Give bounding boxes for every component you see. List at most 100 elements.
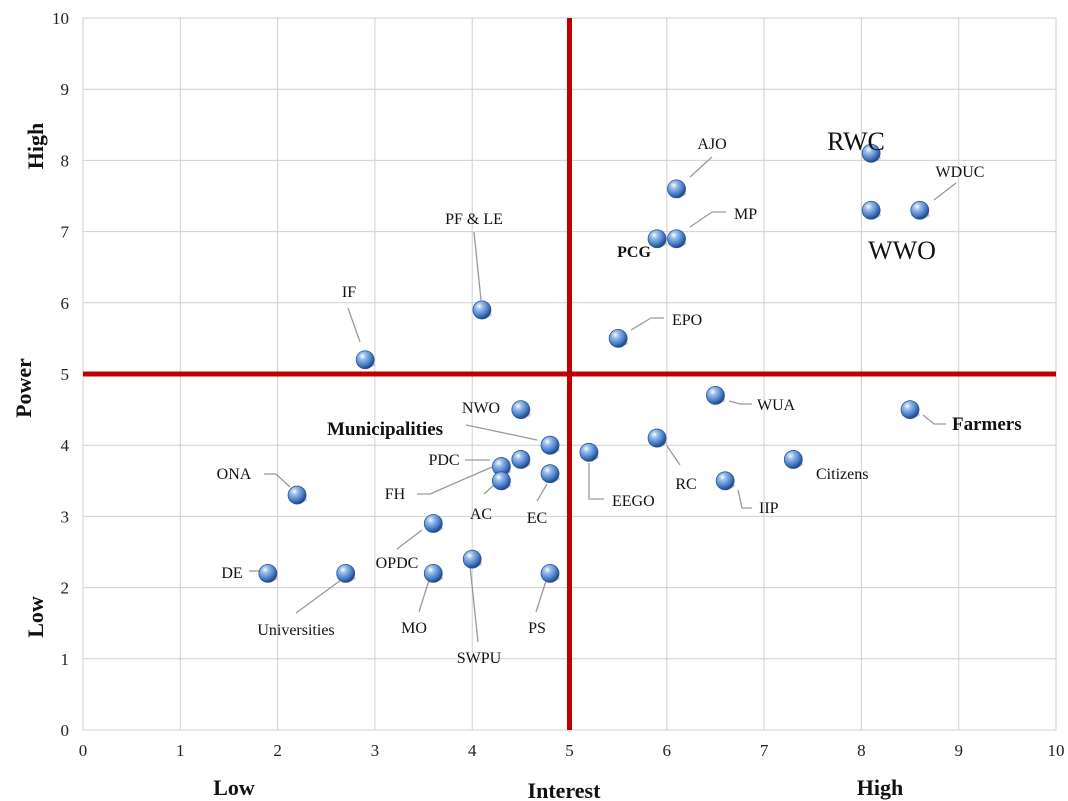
x-tick-label: 4 xyxy=(468,741,477,760)
leader-line xyxy=(630,317,664,331)
data-point xyxy=(706,385,725,405)
y-tick-label: 8 xyxy=(61,151,70,170)
point-label: AC xyxy=(470,506,492,523)
leader-line xyxy=(535,580,547,613)
y-tick-label: 6 xyxy=(61,294,70,313)
y-tick-label: 10 xyxy=(52,9,69,28)
data-point xyxy=(511,400,531,420)
point-label: ONA xyxy=(217,466,252,483)
point-label: WDUC xyxy=(936,164,985,181)
leader-line xyxy=(465,424,538,441)
x-tick-label: 2 xyxy=(273,741,282,760)
data-point xyxy=(667,179,686,199)
data-point xyxy=(667,229,686,249)
data-point xyxy=(258,563,278,583)
x-axis-title: Interest xyxy=(528,778,602,801)
data-point xyxy=(579,442,599,462)
point-label: MO xyxy=(401,620,427,637)
x-tick-label: 8 xyxy=(857,741,866,760)
leader-line xyxy=(417,466,493,495)
data-point xyxy=(336,563,356,583)
point-label: EPO xyxy=(672,312,702,329)
y-tick-label: 7 xyxy=(61,223,70,242)
data-point xyxy=(540,435,560,455)
leader-line xyxy=(933,182,957,201)
leader-line xyxy=(666,445,681,466)
point-label: EEGO xyxy=(612,493,655,510)
point-labels: RWC WDUC WWO AJO MP PCG EPO PF & LE IF WUA Farmers… xyxy=(217,127,1022,667)
data-point xyxy=(608,328,628,348)
data-point xyxy=(900,400,920,420)
leader-line xyxy=(473,231,482,301)
point-label: AJO xyxy=(697,136,726,153)
point-label: Farmers xyxy=(952,414,1022,435)
y-tick-label: 1 xyxy=(61,650,70,669)
leader-lines xyxy=(249,156,957,643)
point-label: RC xyxy=(675,476,696,493)
leader-line xyxy=(536,483,548,502)
data-point xyxy=(462,549,482,569)
point-label: Citizens xyxy=(816,466,868,483)
leader-line xyxy=(347,307,361,343)
data-point xyxy=(355,350,375,370)
leader-line xyxy=(728,400,752,405)
point-label: PF & LE xyxy=(445,211,503,228)
x-high-label: High xyxy=(857,775,903,800)
point-label: PS xyxy=(528,620,546,637)
leader-line xyxy=(295,579,342,614)
data-point xyxy=(715,471,735,491)
y-tick-label: 3 xyxy=(61,507,70,526)
point-label: FH xyxy=(385,486,406,503)
data-points xyxy=(258,143,930,583)
leader-line xyxy=(418,579,430,613)
x-low-label: Low xyxy=(213,775,255,800)
y-low-label: Low xyxy=(23,596,48,638)
data-point xyxy=(472,300,492,320)
x-tick-label: 1 xyxy=(176,741,185,760)
y-axis-title: Power xyxy=(11,358,36,418)
leader-line xyxy=(264,473,291,488)
point-label: WWO xyxy=(868,236,936,265)
y-tick-label: 2 xyxy=(61,579,70,598)
point-label: Municipalities xyxy=(327,419,443,440)
y-tick-label: 0 xyxy=(61,721,70,740)
x-tick-label: 10 xyxy=(1048,741,1065,760)
leader-line xyxy=(588,463,604,500)
point-label: RWC xyxy=(827,127,885,156)
leader-line xyxy=(396,529,423,550)
point-label: IF xyxy=(342,284,356,301)
point-label: IIP xyxy=(759,500,779,517)
leader-line xyxy=(922,414,946,425)
data-point xyxy=(423,514,443,533)
data-point xyxy=(423,563,443,583)
point-label: PDC xyxy=(428,452,459,469)
data-point xyxy=(511,450,531,469)
x-tick-label: 7 xyxy=(760,741,769,760)
data-point xyxy=(861,200,881,220)
data-point xyxy=(647,428,667,448)
data-point xyxy=(647,229,667,249)
point-label: OPDC xyxy=(376,555,419,572)
leader-line xyxy=(689,156,713,178)
quadrant-lines xyxy=(83,18,1056,730)
point-label: PCG xyxy=(617,244,651,261)
leader-line xyxy=(483,483,496,495)
axis-ticks: 0 1 2 3 4 5 6 7 8 9 10 0 1 2 3 4 5 6 7 8 9 10 xyxy=(52,9,1065,760)
x-tick-label: 0 xyxy=(79,741,88,760)
point-label: NWO xyxy=(462,400,500,417)
x-tick-label: 5 xyxy=(565,741,574,760)
leader-line xyxy=(689,211,726,228)
data-point xyxy=(783,450,803,469)
point-label: Universities xyxy=(257,622,334,639)
leader-line xyxy=(469,565,479,643)
y-tick-label: 4 xyxy=(61,436,70,455)
point-label: SWPU xyxy=(457,650,502,667)
point-label: DE xyxy=(221,565,242,582)
point-label: MP xyxy=(734,206,757,223)
y-tick-label: 5 xyxy=(61,365,70,384)
data-point xyxy=(861,143,881,163)
point-label: EC xyxy=(527,510,547,527)
data-point xyxy=(540,563,560,583)
data-point xyxy=(287,485,307,505)
